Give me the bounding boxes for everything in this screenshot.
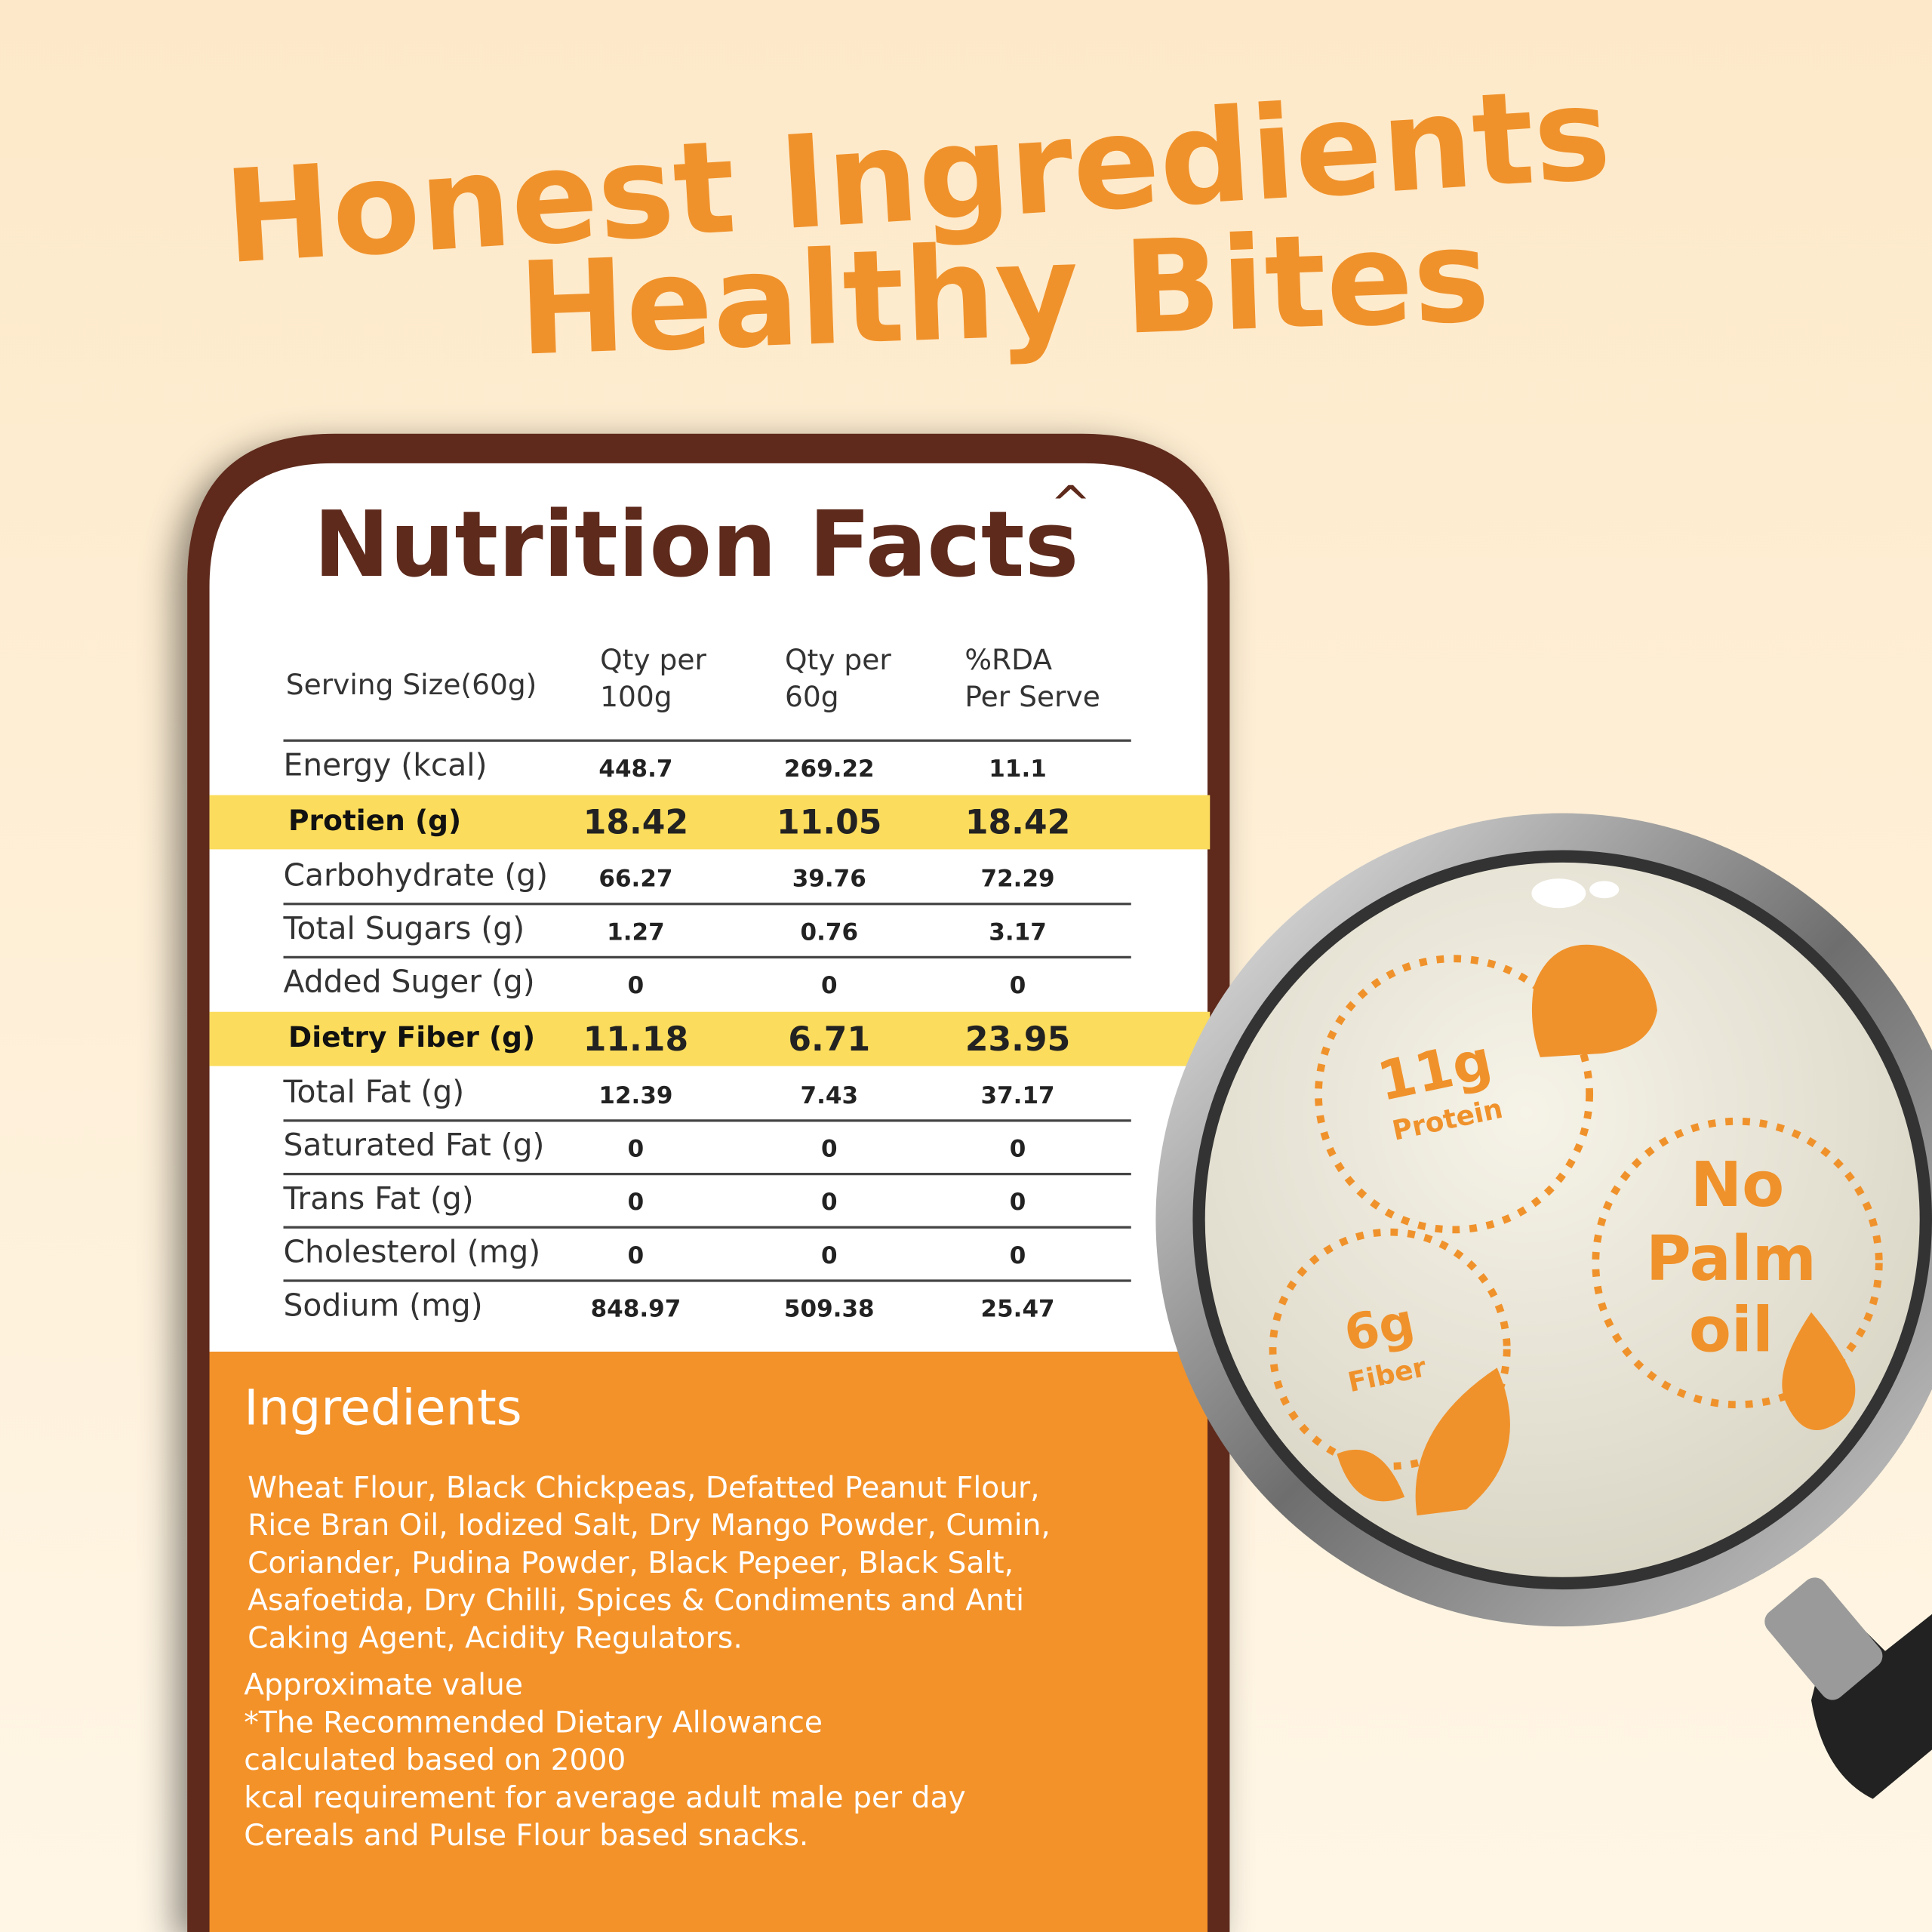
row-value: 11.1 — [989, 755, 1047, 783]
row-value: 0 — [821, 1189, 838, 1216]
badge-ring — [1269, 1228, 1511, 1470]
row-value: 0 — [628, 1242, 645, 1269]
badge-value: Palm — [1646, 1223, 1817, 1295]
row-value: 0 — [1010, 1189, 1026, 1216]
row-label: Dietry Fiber (g) — [288, 1020, 535, 1054]
badge-ring — [1592, 1117, 1883, 1409]
row-value: 39.76 — [792, 866, 866, 893]
row-label: Total Sugars (g) — [283, 910, 525, 946]
row-value: 7.43 — [801, 1082, 859, 1109]
ingredient-line: Rice Bran Oil, Iodized Salt, Dry Mango P… — [248, 1509, 1051, 1543]
leaf-icon — [1337, 1367, 1510, 1516]
row-label: Carbohydrate (g) — [284, 857, 549, 893]
column-header: %RDA — [964, 643, 1052, 676]
column-header: 100g — [600, 680, 672, 713]
row-value: 269.22 — [784, 755, 875, 783]
badge-value: No — [1690, 1149, 1784, 1221]
row-value: 37.17 — [981, 1082, 1055, 1109]
headline: Healthy Bites — [516, 202, 1492, 385]
drop-icon — [1782, 1312, 1856, 1431]
column-header: Qty per — [785, 643, 891, 676]
row-value: 18.42 — [965, 804, 1070, 842]
badge-value: 6g — [1340, 1293, 1420, 1364]
row-value: 23.95 — [965, 1020, 1070, 1059]
row-highlight — [209, 1011, 1211, 1066]
note-line: Approximate value — [244, 1669, 523, 1703]
row-value: 25.47 — [981, 1296, 1055, 1323]
note-line: calculated based on 2000 — [244, 1743, 626, 1777]
row-value: 6.71 — [788, 1020, 870, 1059]
ingredient-line: Wheat Flour, Black Chickpeas, Defatted P… — [248, 1471, 1039, 1505]
note-line: kcal requirement for average adult male … — [244, 1781, 965, 1815]
row-value: 0 — [821, 1242, 838, 1269]
row-value: 848.97 — [591, 1296, 681, 1323]
row-highlight — [209, 795, 1211, 850]
ingredients-panel — [209, 1352, 1208, 1932]
note-line: Cereals and Pulse Flour based snacks. — [244, 1819, 808, 1853]
row-value: 18.42 — [583, 804, 688, 842]
row-label: Protien (g) — [288, 804, 461, 837]
note-line: *The Recommended Dietary Allowance — [244, 1706, 823, 1740]
row-value: 11.05 — [777, 804, 881, 842]
row-value: 11.18 — [583, 1020, 688, 1059]
column-header: Serving Size(60g) — [286, 668, 537, 701]
ingredient-line: Coriander, Pudina Powder, Black Pepeer, … — [248, 1546, 1014, 1580]
magnifier: 11g Protein 6g Fiber No Palm oil — [1155, 813, 1932, 1799]
row-label: Total Fat (g) — [283, 1074, 465, 1110]
row-value: 448.7 — [598, 755, 672, 783]
nutrition-mark: ^ — [1050, 476, 1091, 534]
glare — [1589, 881, 1620, 899]
row-label: Saturated Fat (g) — [284, 1127, 545, 1163]
handle-collar — [1764, 1577, 1883, 1700]
row-value: 0 — [628, 972, 645, 999]
row-value: 509.38 — [784, 1296, 875, 1323]
badge-value: oil — [1689, 1295, 1774, 1367]
row-value: 0 — [628, 1136, 645, 1163]
row-label: Added Suger (g) — [284, 964, 535, 1000]
row-value: 72.29 — [981, 866, 1055, 893]
row-value: 0 — [821, 1136, 838, 1163]
ingredients-title: Ingredients — [244, 1379, 521, 1436]
row-label: Sodium (mg) — [284, 1287, 483, 1323]
row-value: 12.39 — [598, 1082, 672, 1109]
row-label: Energy (kcal) — [284, 747, 488, 783]
lens — [1204, 862, 1920, 1577]
row-label: Trans Fat (g) — [283, 1180, 474, 1217]
nutrition-title: Nutrition Facts — [313, 492, 1078, 598]
card-panel — [209, 463, 1208, 1352]
row-label: Cholesterol (mg) — [284, 1234, 541, 1270]
row-value: 66.27 — [598, 866, 672, 893]
column-header: Qty per — [600, 643, 706, 676]
badge-ring — [1315, 955, 1594, 1234]
muscle-icon — [1531, 944, 1657, 1057]
row-value: 0 — [1010, 1242, 1026, 1269]
row-value: 0 — [1010, 1136, 1026, 1163]
row-value: 0 — [821, 972, 838, 999]
row-value: 3.17 — [989, 918, 1047, 946]
row-value: 1.27 — [607, 918, 665, 946]
row-value: 0 — [1010, 972, 1026, 999]
glare — [1531, 878, 1586, 909]
ingredient-line: Asafoetida, Dry Chilli, Spices & Condime… — [248, 1584, 1024, 1618]
column-header: Per Serve — [964, 680, 1100, 713]
column-header: 60g — [785, 680, 839, 713]
ingredient-line: Caking Agent, Acidity Regulators. — [248, 1622, 743, 1656]
row-value: 0 — [628, 1189, 645, 1216]
row-value: 0.76 — [801, 918, 859, 946]
